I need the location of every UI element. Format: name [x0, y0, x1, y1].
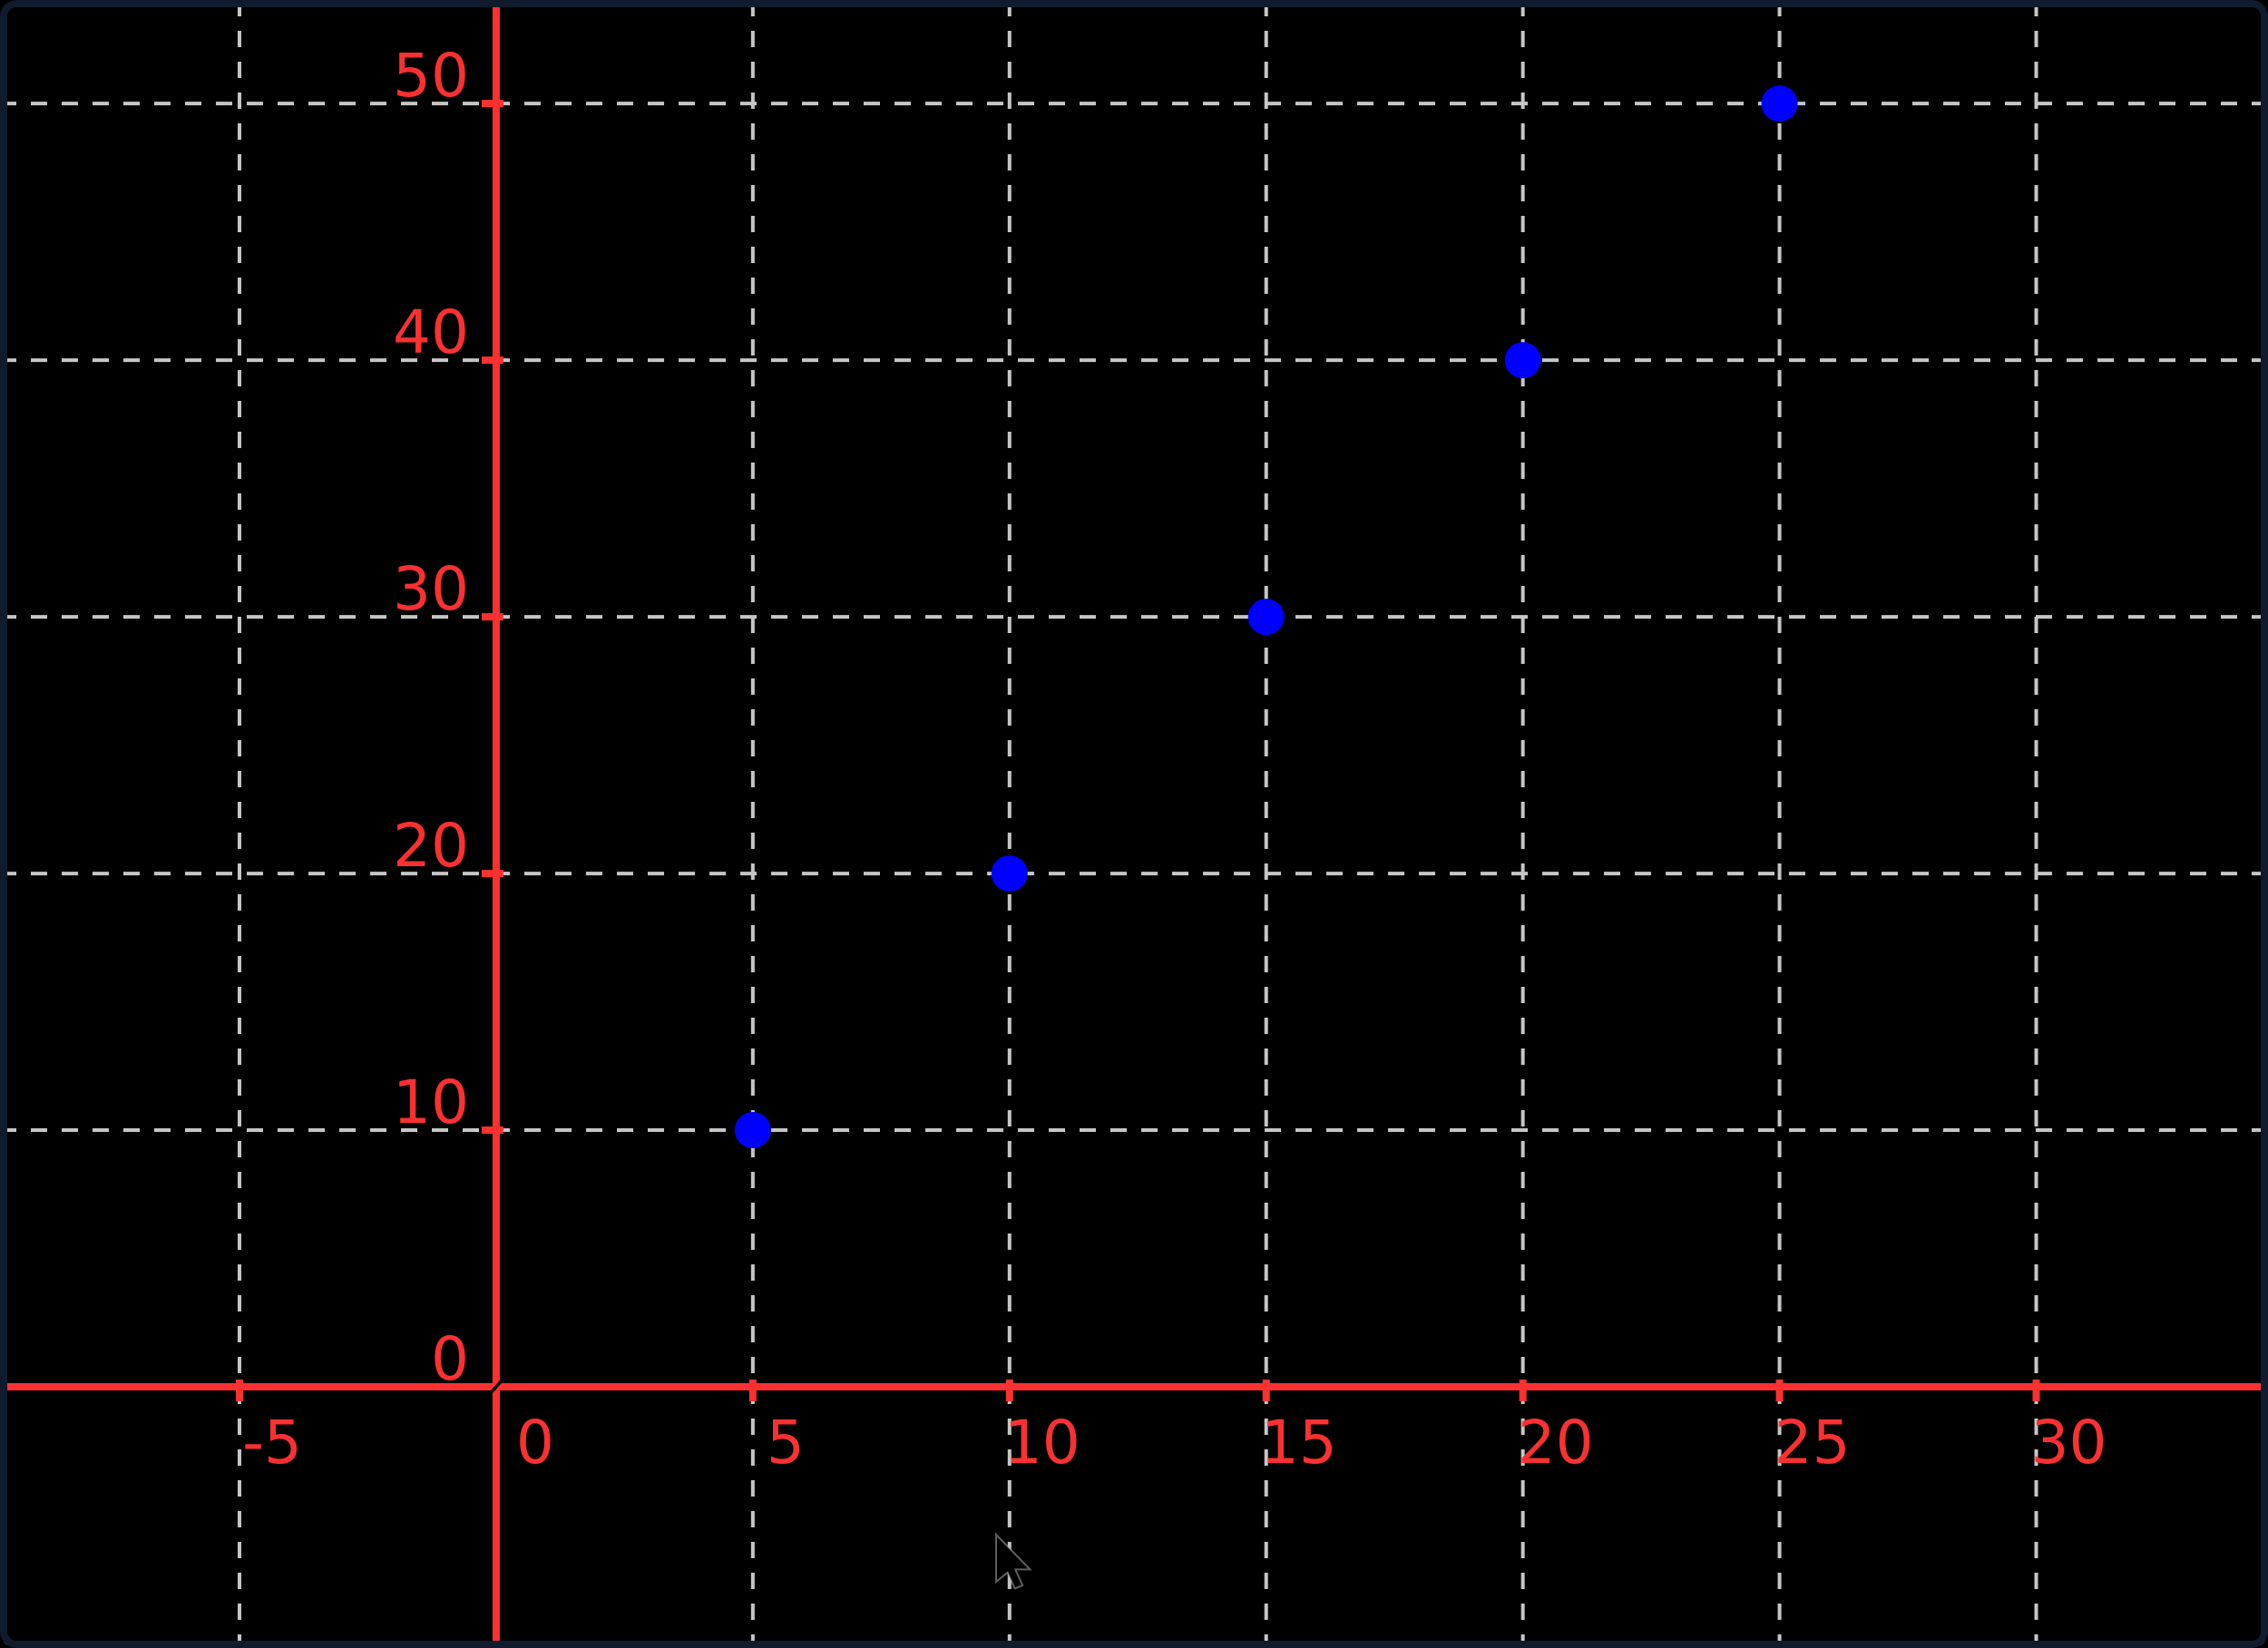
y-tick-label: 30: [393, 554, 469, 624]
x-tick-label: 15: [1261, 1408, 1337, 1477]
y-tick-label: 50: [393, 41, 469, 111]
y-tick-label: 20: [393, 811, 469, 881]
data-point: [1504, 342, 1541, 379]
x-tick-label: 0: [516, 1408, 554, 1477]
x-tick-label: 10: [1004, 1408, 1080, 1477]
x-tick-label: 5: [767, 1408, 805, 1477]
x-tick-label: 20: [1518, 1408, 1594, 1477]
data-point: [991, 855, 1028, 892]
data-point: [1761, 85, 1798, 122]
y-tick-label: 10: [393, 1068, 469, 1137]
y-tick-label: 40: [393, 297, 469, 367]
x-tick-label: 30: [2031, 1408, 2107, 1477]
data-point: [734, 1112, 771, 1149]
data-point: [1247, 599, 1285, 636]
mouse-cursor: [995, 1532, 1032, 1590]
axis-intersection-notch: [487, 1377, 505, 1397]
x-tick-label: 25: [1774, 1408, 1851, 1477]
x-tick-label: -5: [242, 1408, 302, 1477]
y-tick-label: 0: [431, 1324, 469, 1394]
